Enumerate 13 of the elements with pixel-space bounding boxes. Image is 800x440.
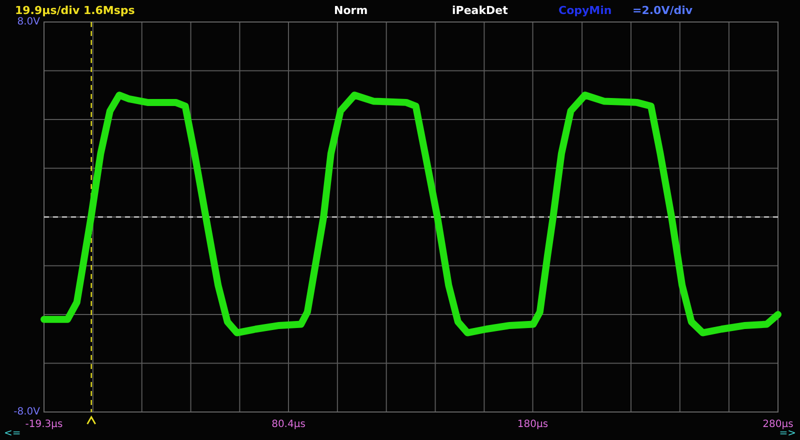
text: =2.0V/div <box>632 4 694 17</box>
y-tick-label: 8.0V <box>17 16 40 28</box>
x-tick-label: 180µs <box>517 419 548 430</box>
x-tick-label: 280µs <box>762 419 794 430</box>
text: CopyMin <box>558 4 612 17</box>
x-tick-label: -19.3µs <box>25 419 63 430</box>
text: 19.9µs/div 1.6Msps <box>15 4 136 17</box>
text: Norm <box>334 4 368 17</box>
text: => <box>779 428 796 439</box>
x-tick-label: 80.4µs <box>272 419 306 430</box>
text: <= <box>4 428 21 439</box>
text: iPeakDet <box>452 4 508 17</box>
y-tick-label: -8.0V <box>14 406 40 418</box>
